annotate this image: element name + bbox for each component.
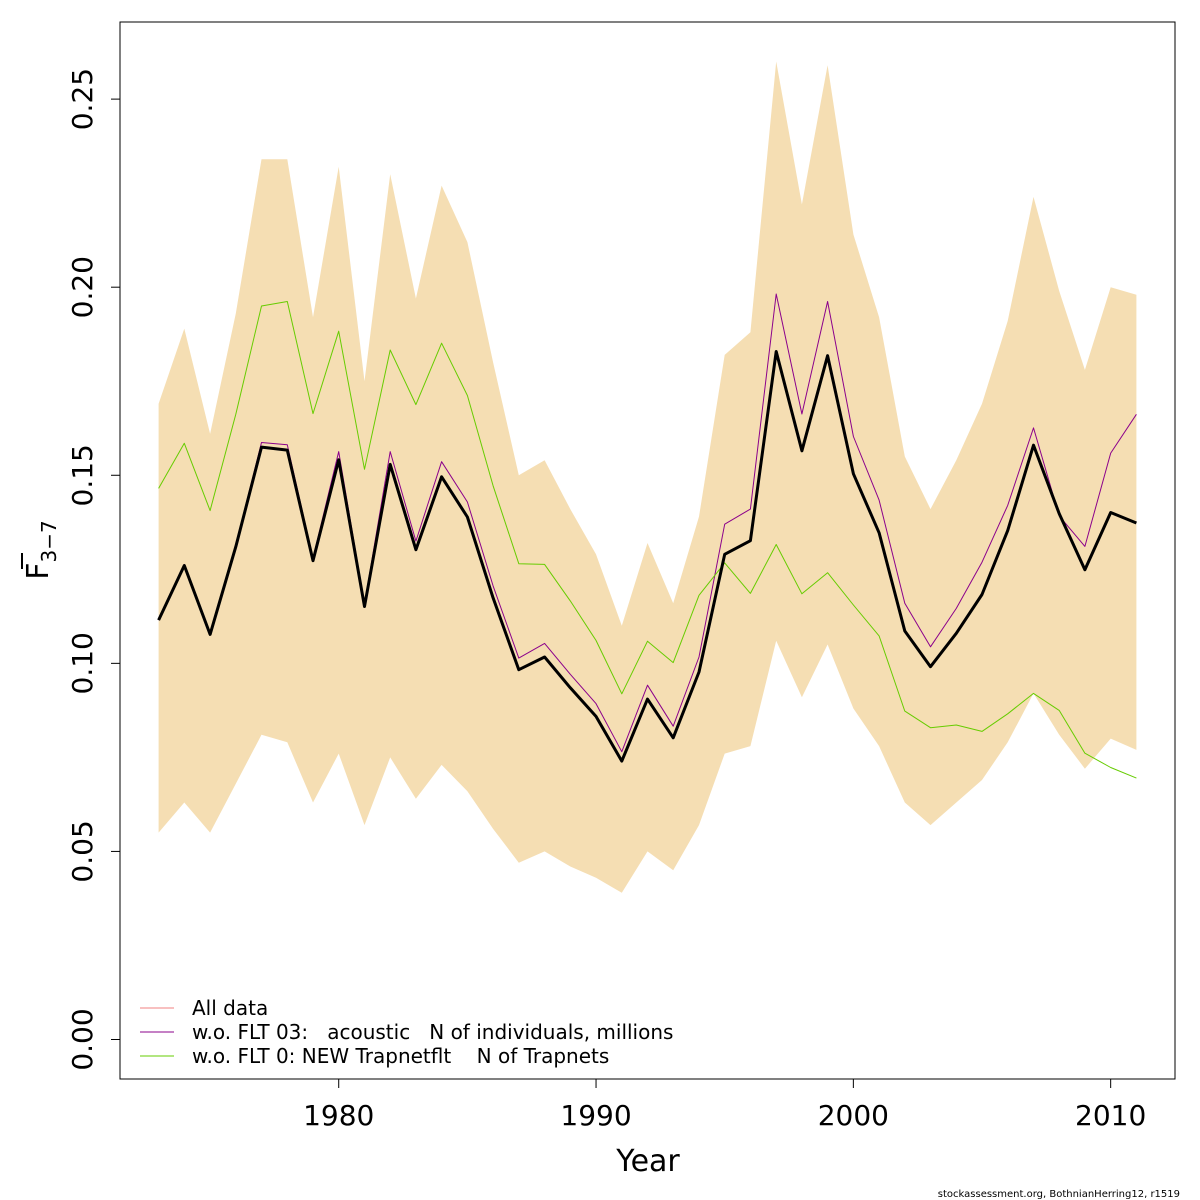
- legend-label-wo-flt-03: w.o. FLT 03: acoustic N of individuals, …: [192, 1020, 673, 1044]
- y-axis-title: F3−7: [21, 520, 61, 580]
- y-tick-label-0.20: 0.20: [66, 256, 99, 318]
- x-tick-label-2010: 2010: [1075, 1099, 1146, 1132]
- credit-text: stockassessment.org, BothnianHerring12, …: [938, 1189, 1180, 1200]
- x-axis: 1980 1990 2000 2010: [303, 1078, 1146, 1132]
- x-tick-label-1980: 1980: [303, 1099, 374, 1132]
- y-tick-label-0.10: 0.10: [66, 632, 99, 694]
- y-axis-title-main: F: [21, 562, 56, 579]
- legend-label-wo-flt-0: w.o. FLT 0: NEW Trapnetflt N of Trapnets: [192, 1044, 609, 1068]
- confidence-band: [158, 61, 1137, 893]
- y-tick-label-0.05: 0.05: [66, 820, 99, 882]
- x-axis-title: Year: [615, 1144, 680, 1179]
- svg-text:F3−7: F3−7: [21, 520, 61, 579]
- y-tick-label-0.25: 0.25: [66, 68, 99, 130]
- legend-label-all-data: All data: [192, 996, 268, 1020]
- y-axis: 0.00 0.05 0.10 0.15 0.20 0.25: [66, 68, 121, 1071]
- x-tick-label-2000: 2000: [818, 1099, 889, 1132]
- x-tick-label-1990: 1990: [560, 1099, 631, 1132]
- y-tick-label-0.15: 0.15: [66, 444, 99, 506]
- y-tick-label-0.00: 0.00: [66, 1008, 99, 1070]
- series-line-w-o-flt-0-new-trapnetflt-n-of-trapnets: [158, 301, 1137, 779]
- series-line-all-data: [157, 350, 1137, 763]
- y-axis-title-subscript: 3−7: [37, 520, 61, 562]
- legend: All data w.o. FLT 03: acoustic N of indi…: [140, 996, 673, 1068]
